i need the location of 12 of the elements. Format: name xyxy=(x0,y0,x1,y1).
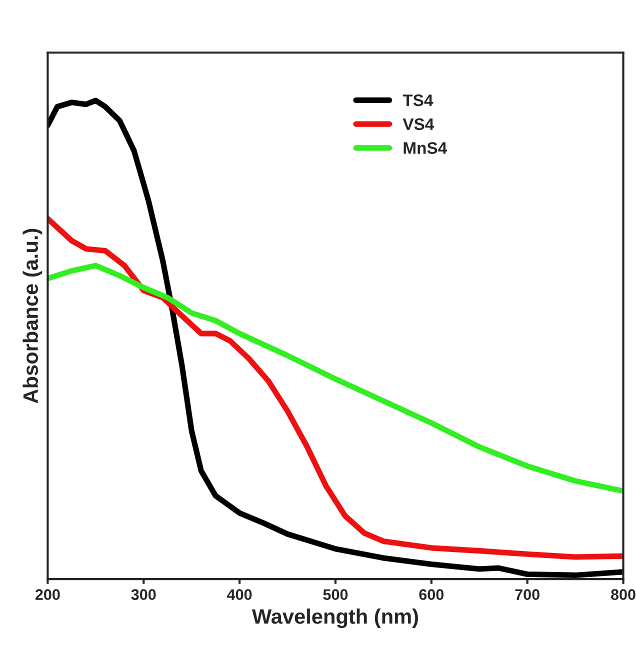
legend-label: TS4 xyxy=(402,94,434,106)
x-tick-label: 600 xyxy=(419,589,444,600)
y-axis-title: Absorbance (a.u.) xyxy=(22,228,42,404)
legend-label: MnS4 xyxy=(404,142,448,154)
x-tick-label: 200 xyxy=(35,589,60,600)
legend-label: VS4 xyxy=(402,118,434,130)
x-axis-title: Wavelength (nm) xyxy=(252,608,418,628)
x-tick-label: 800 xyxy=(611,589,636,600)
x-tick-label: 300 xyxy=(131,589,156,600)
x-tick-label: 400 xyxy=(227,589,252,600)
x-tick-label: 700 xyxy=(515,589,540,600)
x-tick-label: 500 xyxy=(323,589,348,600)
